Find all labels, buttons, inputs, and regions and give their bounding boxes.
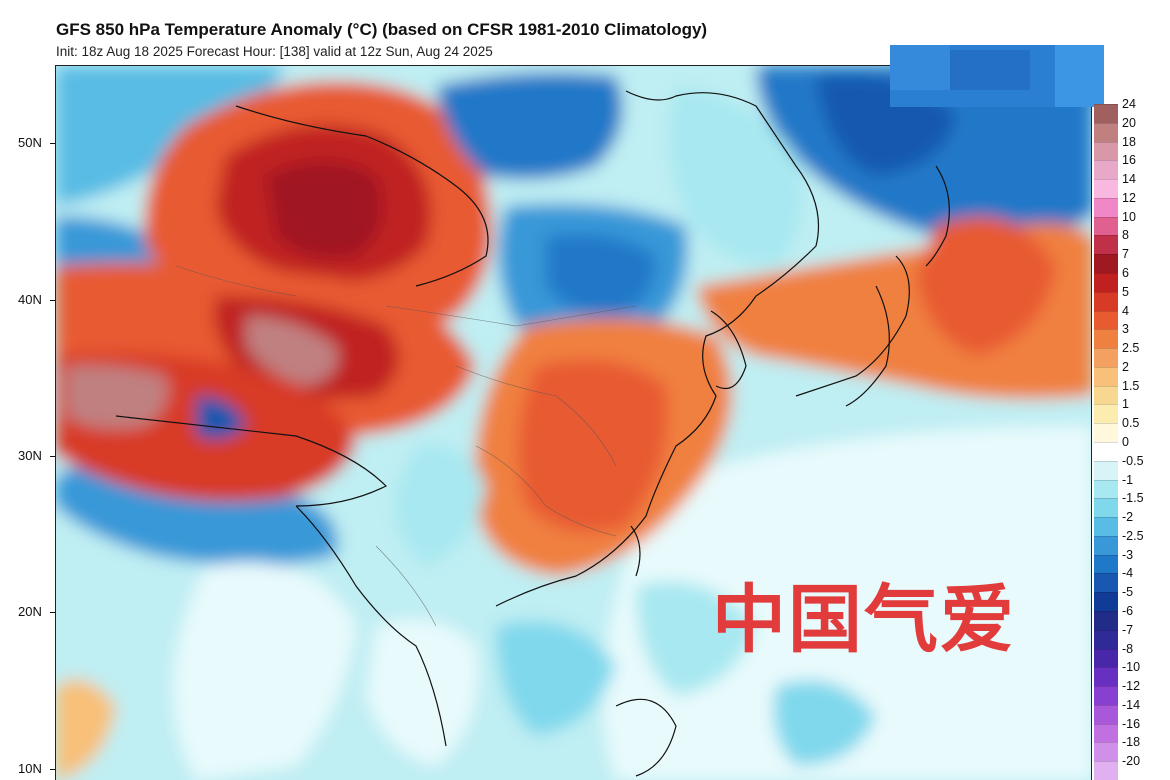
colorbar-swatch [1094,235,1118,255]
anomaly-map [55,65,1092,780]
colorbar-label: 12 [1122,190,1136,205]
colorbar-swatch [1094,686,1118,706]
colorbar-label: 1 [1122,397,1129,412]
colorbar-label: -8 [1122,641,1134,656]
colorbar-label: 24 [1122,97,1136,111]
colorbar-label: -18 [1122,735,1141,750]
colorbar-swatch [1094,423,1118,443]
colorbar-swatch [1094,160,1118,180]
watermark-text: 中国气爱 [712,577,1016,663]
map-subtitle: Init: 18z Aug 18 2025 Forecast Hour: [13… [56,44,493,59]
colorbar-swatch [1094,122,1118,143]
lat-tick [50,300,56,301]
colorbar-label: -14 [1122,697,1141,712]
colorbar-swatch [1094,554,1118,574]
colorbar-label: -6 [1122,604,1134,618]
colorbar-label: -12 [1122,679,1141,694]
colorbar-label: -7 [1122,622,1134,637]
colorbar-label: -20 [1122,754,1141,769]
colorbar-swatch [1094,648,1118,668]
colorbar-label: -4 [1122,566,1134,581]
redaction-block [890,45,1104,107]
colorbar-swatch [1094,704,1118,725]
colorbar-swatch [1094,197,1118,218]
colorbar-label: 20 [1122,115,1136,130]
colorbar-label: -1 [1122,472,1134,487]
colorbar-swatch [1094,573,1118,593]
colorbar-swatch [1094,460,1118,481]
colorbar-swatch [1094,141,1118,161]
colorbar-swatch [1094,535,1118,556]
colorbar-label: 2 [1122,359,1129,374]
colorbar-label: -3 [1122,547,1134,562]
colorbar-swatch [1094,216,1118,236]
colorbar-label: 6 [1122,266,1129,280]
colorbar-label: 5 [1122,284,1129,299]
colorbar-label: 0.5 [1122,416,1140,431]
map-title: GFS 850 hPa Temperature Anomaly (°C) (ba… [56,20,708,39]
colorbar-swatch [1094,479,1118,499]
colorbar-swatch [1094,329,1118,349]
colorbar-label: -1.5 [1122,491,1144,506]
colorbar-label: -2.5 [1122,528,1144,543]
lat-tick [50,143,56,144]
colorbar-swatch [1094,348,1118,368]
colorbar-label: 7 [1122,247,1129,262]
colorbar-label: 4 [1122,303,1129,318]
colorbar-swatch [1094,366,1118,387]
colorbar-swatch [1094,761,1118,780]
lat-label-40n: 40N [18,292,42,307]
colorbar-swatch [1094,498,1118,518]
colorbar-swatch [1094,723,1118,743]
lat-label-20n: 20N [18,604,42,619]
colorbar-label: 2.5 [1122,341,1140,356]
lat-tick [50,612,56,613]
colorbar-swatch [1094,742,1118,762]
colorbar-label: 14 [1122,172,1136,187]
colorbar-swatch [1094,611,1118,631]
colorbar-swatch [1094,254,1118,274]
colorbar-swatch [1094,629,1118,650]
colorbar-label: -0.5 [1122,453,1144,468]
colorbar-label: -2 [1122,510,1134,525]
colorbar-swatch [1094,104,1118,124]
colorbar [1094,104,1118,780]
colorbar-swatch [1094,592,1118,612]
colorbar-label: 16 [1122,153,1136,168]
colorbar-label: 18 [1122,134,1136,149]
colorbar-swatch [1094,667,1118,687]
colorbar-label: 8 [1122,228,1129,243]
colorbar-label: 1.5 [1122,378,1140,393]
lat-label-50n: 50N [18,135,42,150]
colorbar-swatch [1094,291,1118,312]
lat-tick [50,769,56,770]
colorbar-label: 0 [1122,435,1129,449]
colorbar-swatch [1094,179,1118,199]
colorbar-label: -10 [1122,660,1141,675]
colorbar-swatch [1094,273,1118,293]
lat-label-30n: 30N [18,448,42,463]
colorbar-label: -5 [1122,585,1134,600]
anomaly-field [56,66,1091,780]
colorbar-label: 3 [1122,322,1129,337]
lat-label-10n: 10N [18,761,42,776]
colorbar-label: 10 [1122,209,1136,224]
colorbar-swatch [1094,404,1118,424]
colorbar-swatch [1094,442,1118,462]
colorbar-swatch [1094,517,1118,537]
colorbar-label: -16 [1122,716,1141,731]
lat-tick [50,456,56,457]
colorbar-swatch [1094,310,1118,330]
colorbar-swatch [1094,385,1118,405]
